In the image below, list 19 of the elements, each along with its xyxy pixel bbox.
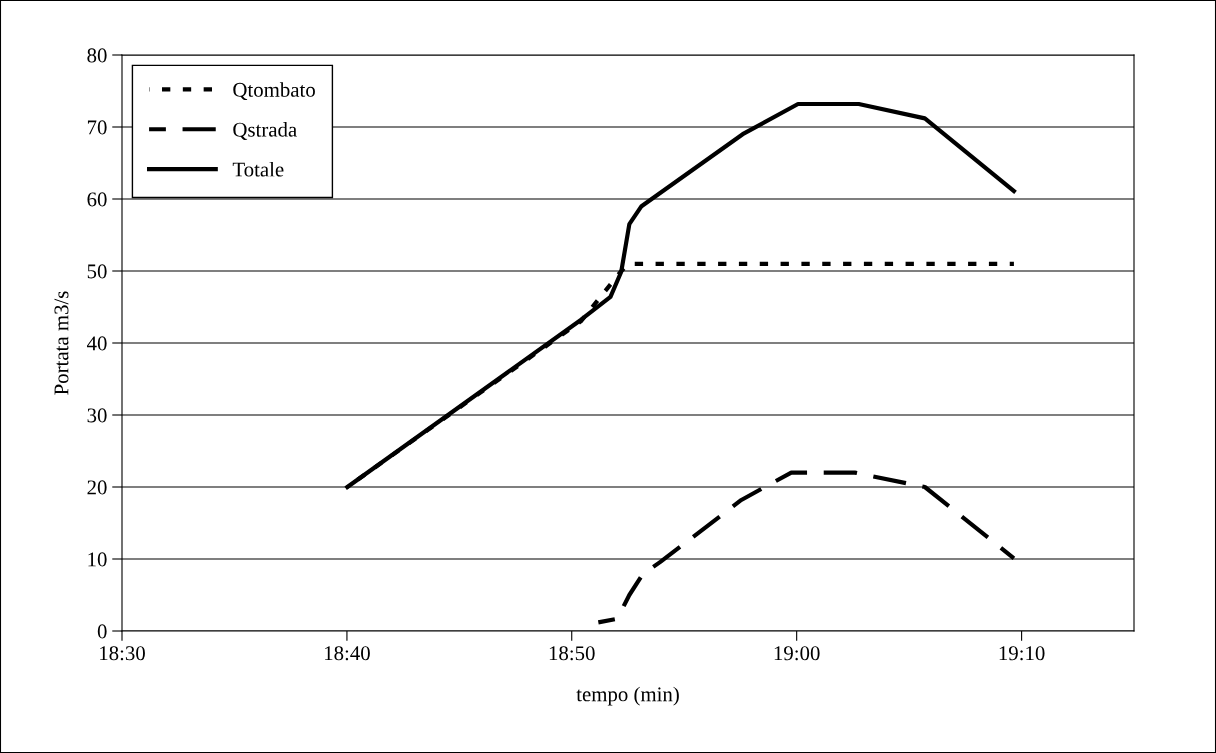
legend-label: Qstrada bbox=[233, 122, 297, 140]
x-tick-label: 19:10 bbox=[999, 646, 1045, 661]
y-axis-title: Portata m3/s bbox=[54, 291, 69, 395]
legend-label: Totale bbox=[232, 161, 284, 177]
x-axis-title: tempo (min) bbox=[576, 686, 679, 706]
y-tick-label: 70 bbox=[87, 120, 107, 135]
y-tick-label: 30 bbox=[87, 408, 107, 423]
x-tick-label: 18:40 bbox=[325, 646, 370, 661]
y-tick-label: 80 bbox=[87, 48, 107, 63]
y-tick-label: 60 bbox=[87, 192, 107, 207]
x-tick-label: 19:00 bbox=[774, 646, 820, 661]
y-tick-label: 20 bbox=[87, 480, 107, 495]
x-tick-label: 18:50 bbox=[549, 646, 595, 661]
y-tick-label: 40 bbox=[86, 336, 107, 351]
y-tick-label: 50 bbox=[87, 264, 107, 279]
legend-label: Qtombato bbox=[233, 82, 315, 101]
y-tick-label: 10 bbox=[88, 552, 107, 567]
y-tick-label: 0 bbox=[97, 624, 107, 639]
x-tick-label: 18:30 bbox=[100, 646, 145, 661]
